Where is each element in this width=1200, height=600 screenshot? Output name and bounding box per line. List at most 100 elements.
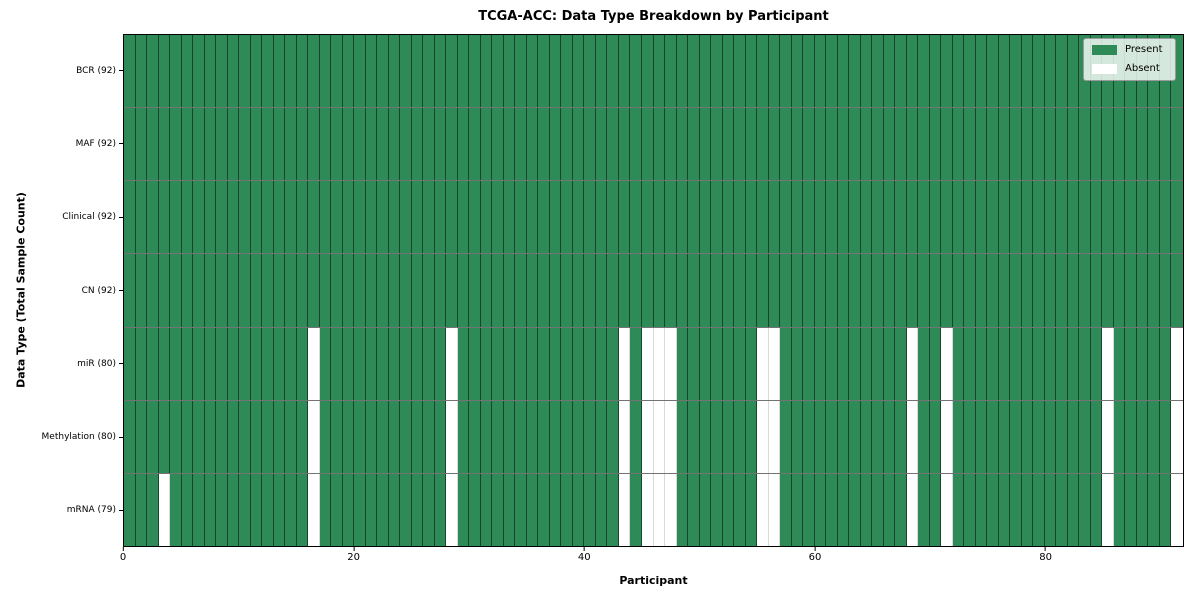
heatmap-cell-methylation-1 [135, 400, 148, 473]
heatmap-cell-cn-74 [975, 254, 988, 327]
heatmap-cell-cn-46 [653, 254, 665, 327]
heatmap-cell-clinical-34 [515, 181, 527, 254]
heatmap-cell-mrna-71 [941, 473, 953, 546]
heatmap-cell-bcr-71 [941, 35, 953, 108]
heatmap-cell-bcr-10 [239, 35, 251, 108]
heatmap-cell-maf-20 [354, 108, 366, 181]
heatmap-cell-bcr-2 [147, 35, 159, 108]
heatmap-cell-bcr-58 [791, 35, 804, 108]
heatmap-cell-cn-60 [814, 254, 827, 327]
heatmap-cell-cn-41 [595, 254, 608, 327]
heatmap-cell-methylation-20 [354, 400, 366, 473]
heatmap-cell-maf-62 [837, 108, 850, 181]
heatmap-cell-mir-22 [377, 327, 389, 400]
heatmap-cell-maf-77 [1010, 108, 1022, 181]
heatmap-cell-mir-50 [699, 327, 712, 400]
heatmap-cell-mir-38 [561, 327, 573, 400]
heatmap-cell-bcr-1 [135, 35, 148, 108]
heatmap-cell-methylation-87 [1125, 400, 1137, 473]
heatmap-cell-bcr-47 [665, 35, 677, 108]
heatmap-cell-methylation-34 [515, 400, 527, 473]
y-tick-clinical: Clinical (92) [62, 212, 123, 222]
heatmap-cell-clinical-82 [1067, 181, 1080, 254]
heatmap-cell-clinical-14 [285, 181, 297, 254]
heatmap-cell-methylation-76 [998, 400, 1011, 473]
heatmap-cell-maf-41 [595, 108, 608, 181]
heatmap-cell-mrna-17 [319, 473, 332, 546]
heatmap-cell-clinical-20 [354, 181, 366, 254]
heatmap-cell-methylation-28 [446, 400, 458, 473]
heatmap-cell-cn-44 [630, 254, 642, 327]
heatmap-cell-mir-8 [216, 327, 228, 400]
heatmap-cell-bcr-68 [906, 35, 919, 108]
heatmap-cell-clinical-54 [745, 181, 758, 254]
heatmap-cell-methylation-5 [181, 400, 194, 473]
heatmap-cell-mrna-53 [734, 473, 746, 546]
heatmap-cell-mrna-87 [1125, 473, 1137, 546]
heatmap-cell-clinical-40 [584, 181, 596, 254]
heatmap-cell-maf-73 [964, 108, 976, 181]
heatmap-cell-maf-52 [722, 108, 735, 181]
heatmap-cell-maf-61 [826, 108, 838, 181]
heatmap-cell-methylation-52 [722, 400, 735, 473]
heatmap-cell-maf-90 [1159, 108, 1172, 181]
heatmap-cell-mir-79 [1033, 327, 1045, 400]
heatmap-cell-methylation-89 [1148, 400, 1160, 473]
heatmap-cell-maf-18 [331, 108, 343, 181]
heatmap-cell-clinical-41 [595, 181, 608, 254]
x-tick-mark [583, 547, 585, 551]
x-tick-0: 0 [120, 547, 126, 563]
heatmap-cell-mir-19 [342, 327, 355, 400]
heatmap-cell-mir-14 [285, 327, 297, 400]
heatmap-cell-methylation-26 [423, 400, 435, 473]
heatmap-cell-clinical-30 [469, 181, 481, 254]
heatmap-cell-mir-77 [1010, 327, 1022, 400]
heatmap-cell-clinical-91 [1171, 181, 1183, 254]
heatmap-cell-methylation-81 [1056, 400, 1068, 473]
heatmap-cell-methylation-91 [1171, 400, 1183, 473]
heatmap-cell-clinical-55 [757, 181, 769, 254]
heatmap-cell-maf-39 [572, 108, 585, 181]
heatmap-cell-mrna-70 [929, 473, 942, 546]
heatmap-cell-methylation-8 [216, 400, 228, 473]
heatmap-cell-clinical-81 [1056, 181, 1068, 254]
heatmap-cell-maf-82 [1067, 108, 1080, 181]
heatmap-cell-maf-15 [296, 108, 309, 181]
heatmap-cell-cn-17 [319, 254, 332, 327]
heatmap-cell-maf-22 [377, 108, 389, 181]
heatmap-cell-mir-39 [572, 327, 585, 400]
heatmap-cell-mir-46 [653, 327, 665, 400]
heatmap-cell-cn-57 [780, 254, 792, 327]
heatmap-cell-mir-88 [1136, 327, 1149, 400]
heatmap-cell-bcr-22 [377, 35, 389, 108]
heatmap-cell-methylation-12 [262, 400, 274, 473]
heatmap-cell-cn-55 [757, 254, 769, 327]
heatmap-cell-bcr-64 [860, 35, 873, 108]
heatmap-cell-bcr-27 [434, 35, 447, 108]
heatmap-cell-cn-52 [722, 254, 735, 327]
heatmap-cell-mrna-44 [630, 473, 642, 546]
heatmap-cell-clinical-32 [492, 181, 504, 254]
heatmap-cell-cn-10 [239, 254, 251, 327]
heatmap-cell-clinical-1 [135, 181, 148, 254]
chart-title: TCGA-ACC: Data Type Breakdown by Partici… [478, 9, 829, 24]
heatmap-cell-bcr-18 [331, 35, 343, 108]
heatmap-cell-mrna-27 [434, 473, 447, 546]
heatmap-cell-methylation-25 [411, 400, 424, 473]
heatmap-cell-cn-90 [1159, 254, 1172, 327]
heatmap-cell-clinical-79 [1033, 181, 1045, 254]
heatmap-cell-maf-50 [699, 108, 712, 181]
heatmap-cell-mir-6 [193, 327, 205, 400]
heatmap-cell-cn-37 [549, 254, 562, 327]
heatmap-cell-methylation-90 [1159, 400, 1172, 473]
heatmap-cell-clinical-0 [124, 181, 136, 254]
heatmap-cell-mir-4 [170, 327, 182, 400]
heatmap-cell-clinical-13 [273, 181, 286, 254]
heatmap-cell-cn-26 [423, 254, 435, 327]
heatmap-cell-maf-83 [1079, 108, 1091, 181]
heatmap-cell-methylation-4 [170, 400, 182, 473]
heatmap-cell-mir-35 [526, 327, 539, 400]
heatmap-cell-cn-23 [388, 254, 401, 327]
heatmap-cell-clinical-80 [1044, 181, 1057, 254]
heatmap-cell-methylation-77 [1010, 400, 1022, 473]
